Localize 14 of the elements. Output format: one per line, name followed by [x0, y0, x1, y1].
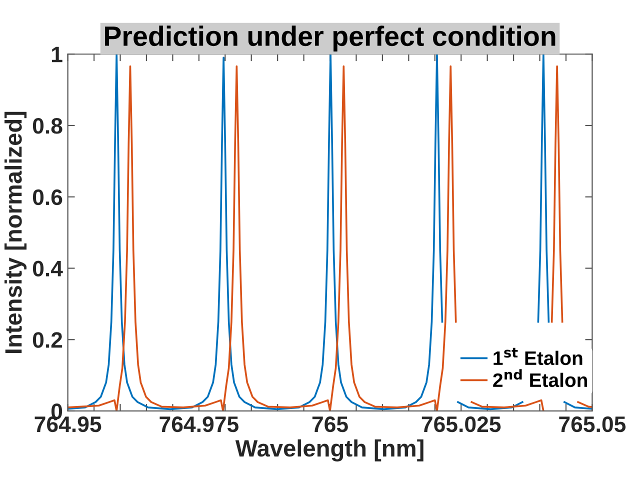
x-tick-label: 765.025: [422, 416, 501, 432]
y-axis-title: Intensity [normalized]: [4, 112, 27, 353]
y-tick-label: 0.6: [32, 189, 62, 206]
x-tick-label: 765: [312, 416, 348, 432]
legend-label: 1$^{st}$ Etalon: [494, 348, 582, 366]
y-tick-label: 0.8: [32, 118, 62, 134]
y-tick-label: 0.2: [32, 332, 62, 348]
x-tick-label: 764.975: [160, 416, 238, 432]
chart-title: Prediction under perfect condition: [105, 26, 556, 52]
x-axis-title: Wavelength [nm]: [235, 439, 424, 462]
x-tick-label: 765.05: [559, 416, 626, 432]
legend-label: 2$^{nd}$ Etalon: [493, 369, 588, 388]
y-tick-label: 0.4: [32, 260, 63, 277]
y-tick-label: 1: [52, 46, 62, 62]
